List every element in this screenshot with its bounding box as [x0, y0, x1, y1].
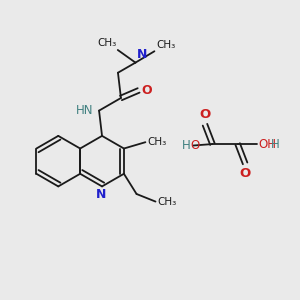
Text: CH₃: CH₃ [158, 196, 177, 207]
Text: OH: OH [259, 138, 277, 151]
Text: O: O [200, 108, 211, 121]
Text: N: N [137, 48, 147, 61]
Text: O: O [191, 139, 200, 152]
Text: CH₃: CH₃ [97, 38, 116, 49]
Text: HN: HN [76, 104, 94, 117]
Text: O: O [239, 167, 251, 180]
Text: CH₃: CH₃ [156, 40, 175, 50]
Text: CH₃: CH₃ [148, 137, 167, 147]
Text: H: H [182, 139, 191, 152]
Text: H: H [271, 138, 280, 151]
Text: N: N [96, 188, 106, 201]
Text: O: O [142, 84, 152, 97]
